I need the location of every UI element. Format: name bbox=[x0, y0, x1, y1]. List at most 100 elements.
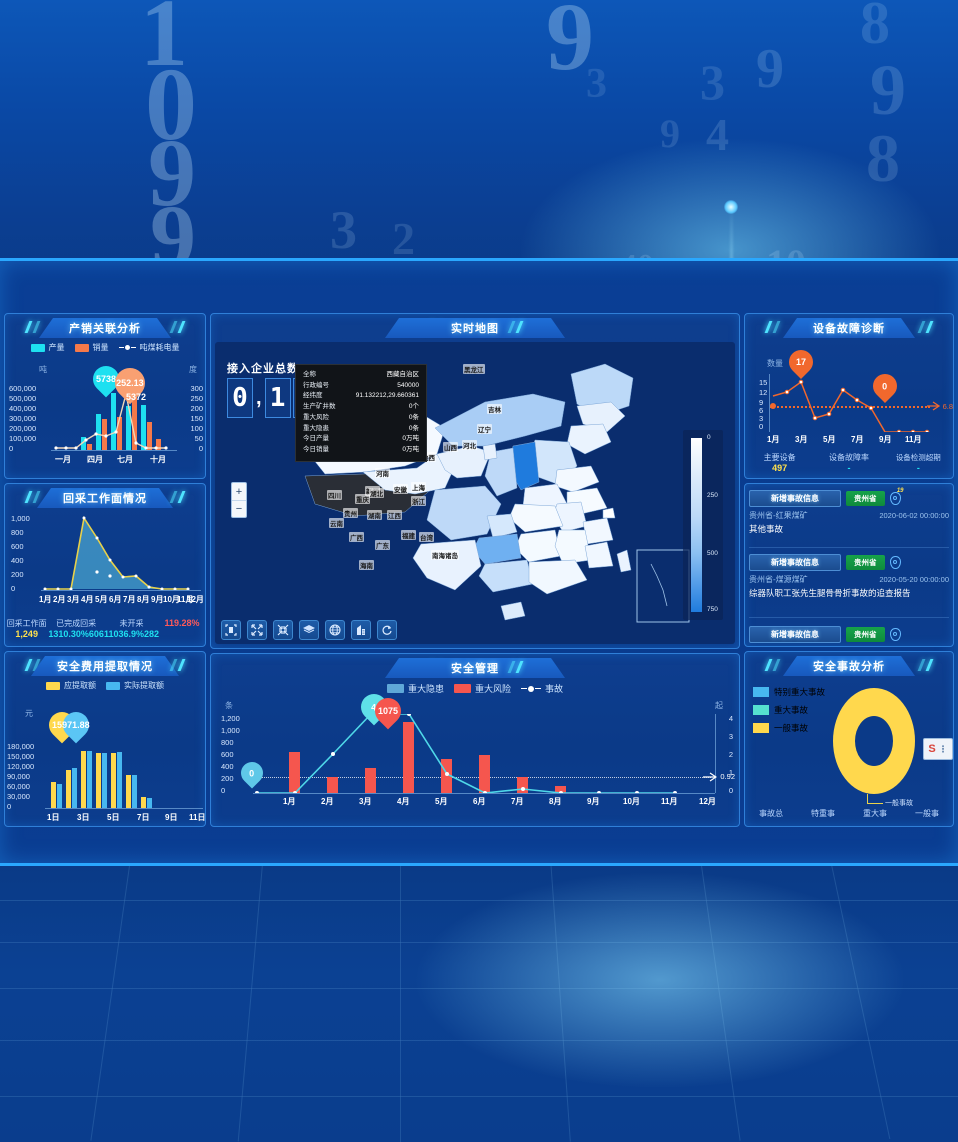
bg-digit: 4 bbox=[706, 109, 729, 160]
map-total-label: 接入企业总数 bbox=[227, 363, 299, 375]
globe-icon[interactable] bbox=[325, 620, 345, 640]
alert-description: 其他事故 bbox=[749, 524, 784, 534]
bg-digit: 3 bbox=[700, 54, 725, 110]
production-plot bbox=[53, 384, 177, 450]
panel-safety-management: 安全管理 重大隐患 重大风险 事故 条 起 1,200 1,000 800 60… bbox=[210, 653, 740, 827]
panel-device-title: 设备故障诊断 bbox=[745, 317, 953, 339]
tooltip-key: 今日产量 bbox=[303, 435, 329, 443]
panel-mining-face: 回采工作面情况 1,000 800 600 400 200 0 bbox=[4, 483, 206, 647]
tooltip-value: 0万吨 bbox=[402, 446, 419, 454]
map-zoom-out-button[interactable]: − bbox=[232, 500, 246, 517]
province-label: 吉林 bbox=[487, 404, 502, 414]
donut-leader-line bbox=[867, 803, 883, 804]
legend-swatch-output bbox=[30, 343, 45, 352]
bg-grid bbox=[0, 860, 958, 1142]
alert-description: 综器队职工张先生腿骨骨折事故的追查报告 bbox=[749, 588, 911, 598]
donut-leader-line bbox=[867, 794, 868, 804]
province-label: 河南 bbox=[375, 468, 390, 478]
tooltip-key: 今日销量 bbox=[303, 446, 329, 454]
alert-list-item[interactable]: 新增事故信息 贵州省 贵州省-煤源煤矿 2020-05-20 00:00:00 … bbox=[749, 550, 949, 618]
alert-header: 新增事故信息 贵州省 bbox=[749, 622, 949, 643]
panel-safety-fee: 安全费用提取情况 应提取额 实际提取额 元 180,000 150,000 12… bbox=[4, 651, 206, 827]
panel-alert-list[interactable]: 新增事故信息 贵州省 19 贵州省-红果煤矿 2020-06-02 00:00:… bbox=[744, 483, 954, 647]
legend-line-accident bbox=[521, 685, 541, 692]
collapse-icon[interactable] bbox=[273, 620, 293, 640]
alert-mine-name: 贵州省-煤源煤矿 bbox=[749, 575, 808, 584]
bg-digit: 1 bbox=[140, 0, 188, 86]
select-icon[interactable] bbox=[221, 620, 241, 640]
stamp-icon: S bbox=[928, 743, 936, 755]
province-label: 贵州 bbox=[343, 508, 358, 518]
accident-legend: 特别重大事故 重大事故 一般事故 bbox=[753, 686, 825, 734]
mining-chart: 1,000 800 600 400 200 0 bbox=[11, 514, 204, 604]
location-pin-icon[interactable] bbox=[889, 556, 901, 569]
bg-digit: 8 bbox=[866, 120, 900, 196]
expand-icon[interactable] bbox=[247, 620, 267, 640]
province-label: 浙江 bbox=[411, 496, 426, 506]
province-badge: 贵州省 bbox=[846, 491, 885, 506]
tooltip-key: 生产矿井数 bbox=[303, 403, 336, 411]
legend-swatch-risk bbox=[453, 684, 471, 693]
layers-icon[interactable] bbox=[299, 620, 319, 640]
alert-type-tag: 新增事故信息 bbox=[749, 626, 841, 643]
accident-line bbox=[255, 714, 677, 793]
kebab-menu-icon[interactable]: ⋮ bbox=[938, 743, 948, 754]
stat-cell: 一般事 bbox=[915, 809, 939, 818]
bg-digit: 9 bbox=[870, 50, 906, 130]
province-label: 安徽 bbox=[393, 484, 408, 494]
location-pin-icon[interactable]: 19 bbox=[889, 488, 904, 505]
mining-area bbox=[43, 515, 190, 590]
alert-list-item[interactable]: 新增事故信息 贵州省 bbox=[749, 622, 949, 646]
province-label: 海南 bbox=[359, 560, 374, 570]
province-label: 山西 bbox=[443, 442, 458, 452]
location-pin-icon[interactable] bbox=[889, 628, 901, 641]
legend-swatch-should bbox=[46, 681, 60, 690]
tooltip-key: 重大隐患 bbox=[303, 424, 329, 432]
panel-safety-mgmt-title: 安全管理 bbox=[211, 657, 739, 679]
stat-cell: 119.28% bbox=[164, 618, 200, 628]
legend-swatch-general bbox=[753, 723, 769, 733]
tooltip-key: 经纬度 bbox=[303, 392, 323, 400]
tooltip-value: 0万吨 bbox=[402, 435, 419, 443]
device-line bbox=[770, 379, 930, 432]
production-chart: 吨 度 0 100,000 200,000 300,000 400,000 50… bbox=[5, 360, 205, 478]
background-top-banner: 1 0 9 9 3 2 9 3 9 4 3 9 8 9 8 40 10 bbox=[0, 0, 958, 300]
accident-tool-button[interactable]: S ⋮ bbox=[923, 738, 953, 760]
device-threshold-value: 6.8 bbox=[942, 402, 953, 411]
map-tooltip: 全称 西藏自治区 行政编号 540000 经纬度 91.132212,29.66036… bbox=[295, 364, 427, 462]
bg-digit: 9 bbox=[148, 119, 196, 226]
panel-device-fault: 设备故障诊断 数量 15 12 9 6 3 0 6.8 bbox=[744, 313, 954, 479]
map-zoom-control[interactable]: + − bbox=[231, 482, 247, 518]
tooltip-value: 0条 bbox=[408, 413, 419, 421]
map-zoom-in-button[interactable]: + bbox=[235, 485, 243, 498]
province-label: 上海 bbox=[411, 482, 426, 492]
safety-mgmt-chart: 条 起 1,200 1,000 800 600 400 200 0 4 3 2 … bbox=[211, 688, 739, 826]
map-canvas[interactable]: 接入企业总数 0 , 1 0 7 + − bbox=[215, 342, 735, 644]
stat-cell: 设备故障率 - bbox=[828, 453, 869, 473]
tooltip-key: 行政编号 bbox=[303, 381, 329, 389]
panel-safety-fee-title: 安全费用提取情况 bbox=[5, 655, 205, 677]
bg-digit: 8 bbox=[860, 0, 890, 56]
province-label: 重庆 bbox=[355, 494, 370, 504]
bg-digit: 3 bbox=[586, 61, 607, 107]
stat-cell: 未开采 11036.9%282 bbox=[103, 619, 159, 639]
chart-icon[interactable] bbox=[351, 620, 371, 640]
tooltip-value: 91.132212,29.660361 bbox=[355, 392, 419, 400]
tooltip-value: 0个 bbox=[408, 403, 419, 411]
counter-digit: 0 bbox=[227, 378, 253, 418]
panel-production-analysis: 产销关联分析 产量 销量 吨煤耗电量 吨 度 0 100,000 200,000… bbox=[4, 313, 206, 479]
alert-header: 新增事故信息 贵州省 bbox=[749, 550, 949, 571]
alert-list-item[interactable]: 新增事故信息 贵州省 19 贵州省-红果煤矿 2020-06-02 00:00:… bbox=[749, 486, 949, 548]
counter-separator: , bbox=[256, 386, 262, 409]
bg-digit: 0 bbox=[145, 47, 197, 162]
map-toolbar[interactable] bbox=[221, 620, 397, 640]
tooltip-value: 540000 bbox=[397, 381, 419, 389]
donut-callout-label: 一般事故 bbox=[885, 800, 913, 807]
beam-glow bbox=[724, 200, 738, 214]
production-legend: 产量 销量 吨煤耗电量 bbox=[5, 342, 205, 353]
legend-swatch-major bbox=[753, 705, 769, 715]
refresh-icon[interactable] bbox=[377, 620, 397, 640]
province-badge: 贵州省 bbox=[846, 555, 885, 570]
safety-mgmt-plot bbox=[255, 714, 713, 793]
mining-stat-strip: 回采工作面 1,249 已完成回采 1310.30%606 未开采 11036.… bbox=[5, 618, 205, 639]
